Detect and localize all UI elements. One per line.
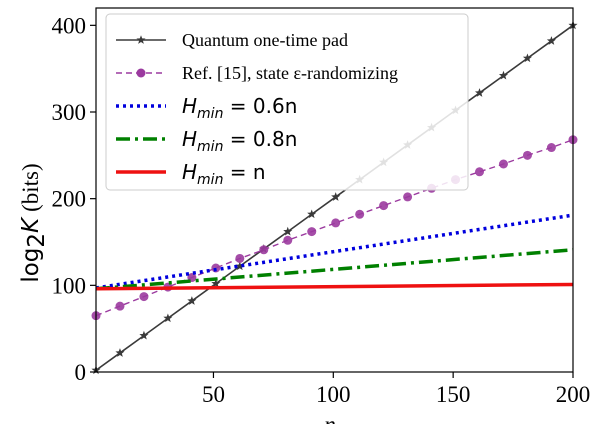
- series-point-circle: [355, 209, 365, 219]
- y-axis-label-var: K: [18, 216, 44, 233]
- series-point-circle: [331, 218, 341, 228]
- series-line-1: [95, 139, 574, 317]
- series-point-star: [331, 192, 341, 201]
- series-point-circle: [283, 235, 293, 245]
- series-point-star: [235, 261, 245, 271]
- series-point-circle: [307, 227, 317, 237]
- series-line-4: [95, 282, 574, 291]
- series-point-circle: [379, 201, 389, 211]
- x-axis-label: n: [324, 412, 336, 424]
- series-point-star: [522, 53, 533, 63]
- x-tick-label: 100: [316, 382, 351, 407]
- series-line-3: [95, 248, 574, 291]
- series-point-star: [546, 36, 556, 45]
- y-axis-label-main: log: [18, 248, 44, 283]
- y-axis-label: log2K (bits): [18, 163, 50, 282]
- x-tick-label: 150: [436, 382, 471, 407]
- y-tick-label: 200: [52, 187, 87, 212]
- series-point-star: [283, 226, 293, 236]
- y-tick-label: 100: [52, 273, 87, 298]
- legend: Quantum one-time pad Ref. [15], state ε-r…: [105, 13, 469, 191]
- series-point-circle: [259, 245, 269, 255]
- series-point-star: [115, 348, 125, 357]
- ticks-layer: 50 100 150 200 0 100 200 300 400: [52, 13, 591, 407]
- series-point-circle: [475, 167, 485, 177]
- series-point-star: [139, 330, 149, 340]
- y-axis-label-unit: (bits): [18, 163, 43, 212]
- series-point-star: [163, 313, 173, 323]
- legend-box: [105, 13, 469, 191]
- series-point-circle: [403, 192, 413, 202]
- y-tick-label: 0: [75, 360, 87, 385]
- legend-label-2: Hmin = 0.6n: [182, 94, 297, 122]
- x-tick-label: 50: [202, 382, 225, 407]
- series-point-circle: [546, 143, 556, 153]
- series-point-star: [498, 70, 509, 80]
- legend-label-1: Ref. [15], state ε-randomizing: [182, 63, 398, 83]
- series-point-circle: [139, 292, 149, 302]
- plot-frame: [95, 7, 574, 373]
- series-point-star: [211, 278, 221, 288]
- x-tick-label: 200: [556, 382, 591, 407]
- series-point-circle: [498, 159, 508, 169]
- series-point-star: [187, 296, 197, 305]
- y-tick-label: 400: [52, 13, 87, 38]
- series-point-star: [474, 88, 485, 97]
- series-point-circle: [235, 253, 245, 263]
- legend-label-4: Hmin = n: [182, 160, 266, 188]
- series-point-circle: [522, 150, 532, 160]
- legend-label-3: Hmin = 0.8n: [182, 127, 297, 155]
- series-point-star: [307, 209, 317, 219]
- legend-marker-star: [136, 35, 146, 44]
- legend-marker-circle: [136, 68, 146, 78]
- legend-label-0: Quantum one-time pad: [182, 30, 348, 50]
- svg-text:log2K(bits): log2K (bits): [18, 163, 50, 282]
- series-point-circle: [115, 301, 125, 311]
- y-tick-label: 300: [52, 100, 87, 125]
- y-axis-label-sub: 2: [24, 233, 50, 248]
